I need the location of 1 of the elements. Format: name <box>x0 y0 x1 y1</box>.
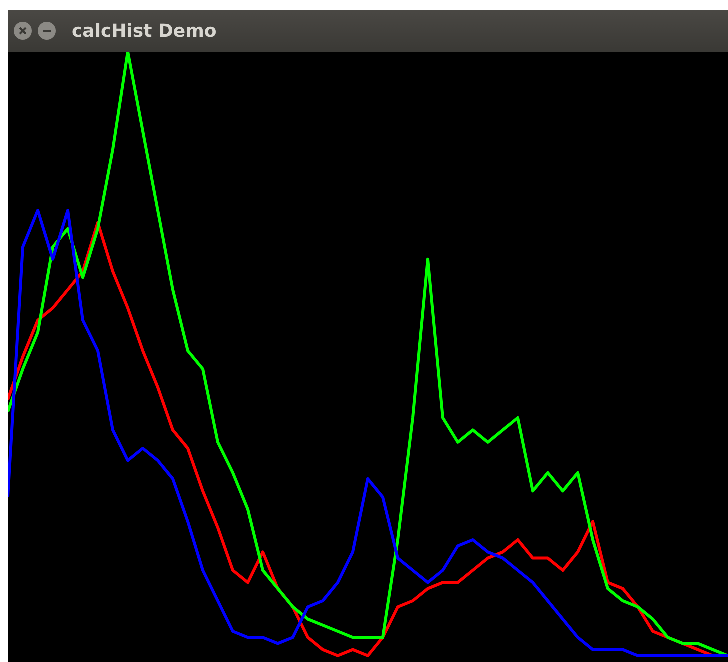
chart-title: calcHist Demo <box>72 20 217 42</box>
